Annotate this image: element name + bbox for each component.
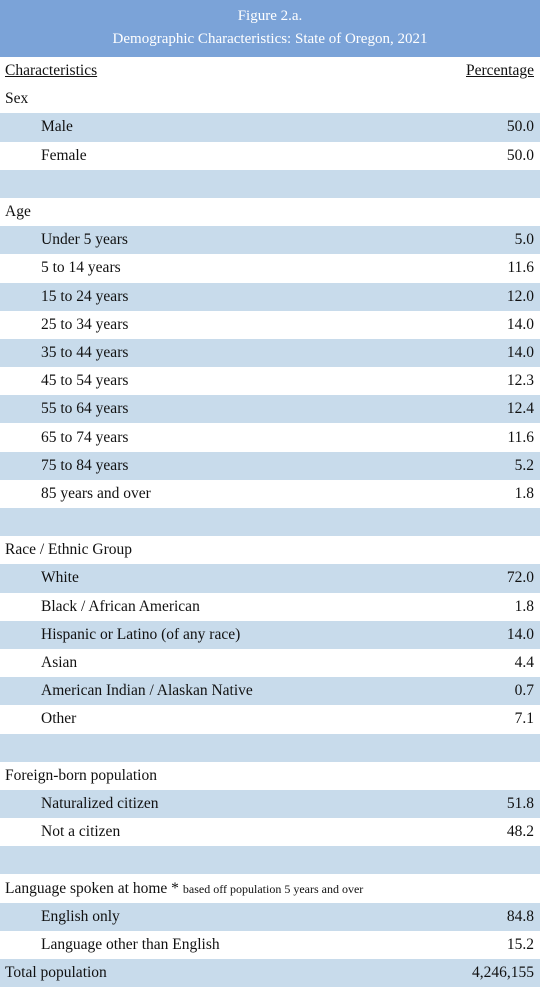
row-label: 65 to 74 years [41, 428, 129, 446]
row-label: Not a citizen [41, 823, 121, 841]
row-value: 72.0 [506, 569, 534, 587]
table-row: Under 5 years 5.0 [0, 226, 540, 255]
section-heading-foreign-born: Foreign-born population [0, 762, 540, 790]
row-label: Female [41, 146, 87, 164]
row-label: 15 to 24 years [41, 287, 129, 305]
column-header-row: Characteristics Percentage [0, 57, 540, 85]
table-row: Other 7.1 [0, 705, 540, 733]
row-label: Male [41, 118, 73, 136]
row-label: Naturalized citizen [41, 794, 159, 812]
row-label: American Indian / Alaskan Native [41, 682, 253, 700]
row-label: Under 5 years [41, 231, 128, 249]
row-value: 4.4 [514, 654, 534, 672]
row-value: 5.0 [514, 231, 534, 249]
row-label: 85 years and over [41, 484, 151, 502]
section-heading-sex: Sex [0, 85, 540, 113]
row-value: 1.8 [514, 597, 534, 615]
table-row: Black / African American 1.8 [0, 593, 540, 621]
table-row: 55 to 64 years 12.4 [0, 395, 540, 424]
table-row: 35 to 44 years 14.0 [0, 338, 540, 368]
table-header: Figure 2.a. Demographic Characteristics:… [0, 0, 540, 57]
table-row: 45 to 54 years 12.3 [0, 367, 540, 395]
table-row: 75 to 84 years 5.2 [0, 451, 540, 480]
table-row: Female 50.0 [0, 142, 540, 170]
row-label: 35 to 44 years [41, 343, 129, 361]
row-value: 51.8 [506, 794, 534, 812]
row-label: Other [41, 710, 77, 728]
row-label: English only [41, 907, 120, 925]
spacer-row [0, 846, 540, 875]
section-heading-age: Age [0, 198, 540, 226]
row-value: 12.0 [506, 287, 534, 305]
section-heading-race: Race / Ethnic Group [0, 536, 540, 564]
row-value: 48.2 [506, 823, 534, 841]
row-label: 55 to 64 years [41, 400, 129, 418]
section-note: based off population 5 years and over [182, 881, 364, 896]
row-label: Hispanic or Latino (of any race) [41, 625, 241, 643]
section-title: Foreign-born population [5, 766, 157, 784]
row-value: 0.7 [514, 682, 534, 700]
table-row: White 72.0 [0, 564, 540, 593]
table-row: 15 to 24 years 12.0 [0, 282, 540, 311]
spacer-row [0, 508, 540, 537]
row-value: 12.4 [506, 400, 534, 418]
row-label: 5 to 14 years [41, 259, 121, 277]
table-row: Hispanic or Latino (of any race) 14.0 [0, 620, 540, 649]
section-title: Sex [5, 90, 29, 108]
table-row: Asian 4.4 [0, 649, 540, 677]
total-value: 4,246,155 [472, 964, 534, 982]
table-row: English only 84.8 [0, 902, 540, 931]
row-value: 1.8 [514, 484, 534, 502]
row-value: 14.0 [506, 343, 534, 361]
section-title-wrap: Language spoken at home * based off popul… [0, 880, 363, 898]
row-value: 7.1 [514, 710, 534, 728]
row-value: 14.0 [506, 315, 534, 333]
table-row: American Indian / Alaskan Native 0.7 [0, 677, 540, 706]
table-row: 65 to 74 years 11.6 [0, 423, 540, 451]
spacer-row [0, 169, 540, 198]
row-label: White [41, 569, 79, 587]
row-value: 11.6 [507, 428, 534, 446]
characteristics-column-header: Characteristics [5, 62, 98, 80]
section-title: Race / Ethnic Group [5, 541, 132, 559]
table-row: 85 years and over 1.8 [0, 480, 540, 508]
row-value: 12.3 [506, 372, 534, 390]
table-row: Male 50.0 [0, 113, 540, 142]
total-label: Total population [5, 964, 107, 982]
section-title: Language spoken at home * [5, 879, 179, 897]
row-value: 14.0 [506, 625, 534, 643]
row-label: Language other than English [41, 935, 220, 953]
total-population-row: Total population 4,246,155 [0, 959, 540, 988]
section-heading-language: Language spoken at home * based off popul… [0, 874, 540, 902]
row-value: 15.2 [506, 935, 534, 953]
figure-number: Figure 2.a. [237, 8, 303, 24]
row-label: Black / African American [41, 597, 200, 615]
table-row: Naturalized citizen 51.8 [0, 789, 540, 819]
table-row: Language other than English 15.2 [0, 931, 540, 959]
section-title: Age [5, 203, 31, 221]
row-value: 50.0 [506, 146, 534, 164]
table-row: 25 to 34 years 14.0 [0, 311, 540, 339]
row-label: 45 to 54 years [41, 372, 129, 390]
table-row: 5 to 14 years 11.6 [0, 254, 540, 282]
row-value: 84.8 [506, 907, 534, 925]
row-value: 50.0 [506, 118, 534, 136]
spacer-row [0, 733, 540, 762]
row-label: 25 to 34 years [41, 315, 129, 333]
percentage-column-header: Percentage [466, 62, 534, 80]
row-value: 5.2 [514, 456, 534, 474]
row-label: Asian [41, 654, 78, 672]
table-row: Not a citizen 48.2 [0, 818, 540, 846]
row-value: 11.6 [507, 259, 534, 277]
table-title: Demographic Characteristics: State of Or… [112, 31, 428, 47]
row-label: 75 to 84 years [41, 456, 129, 474]
